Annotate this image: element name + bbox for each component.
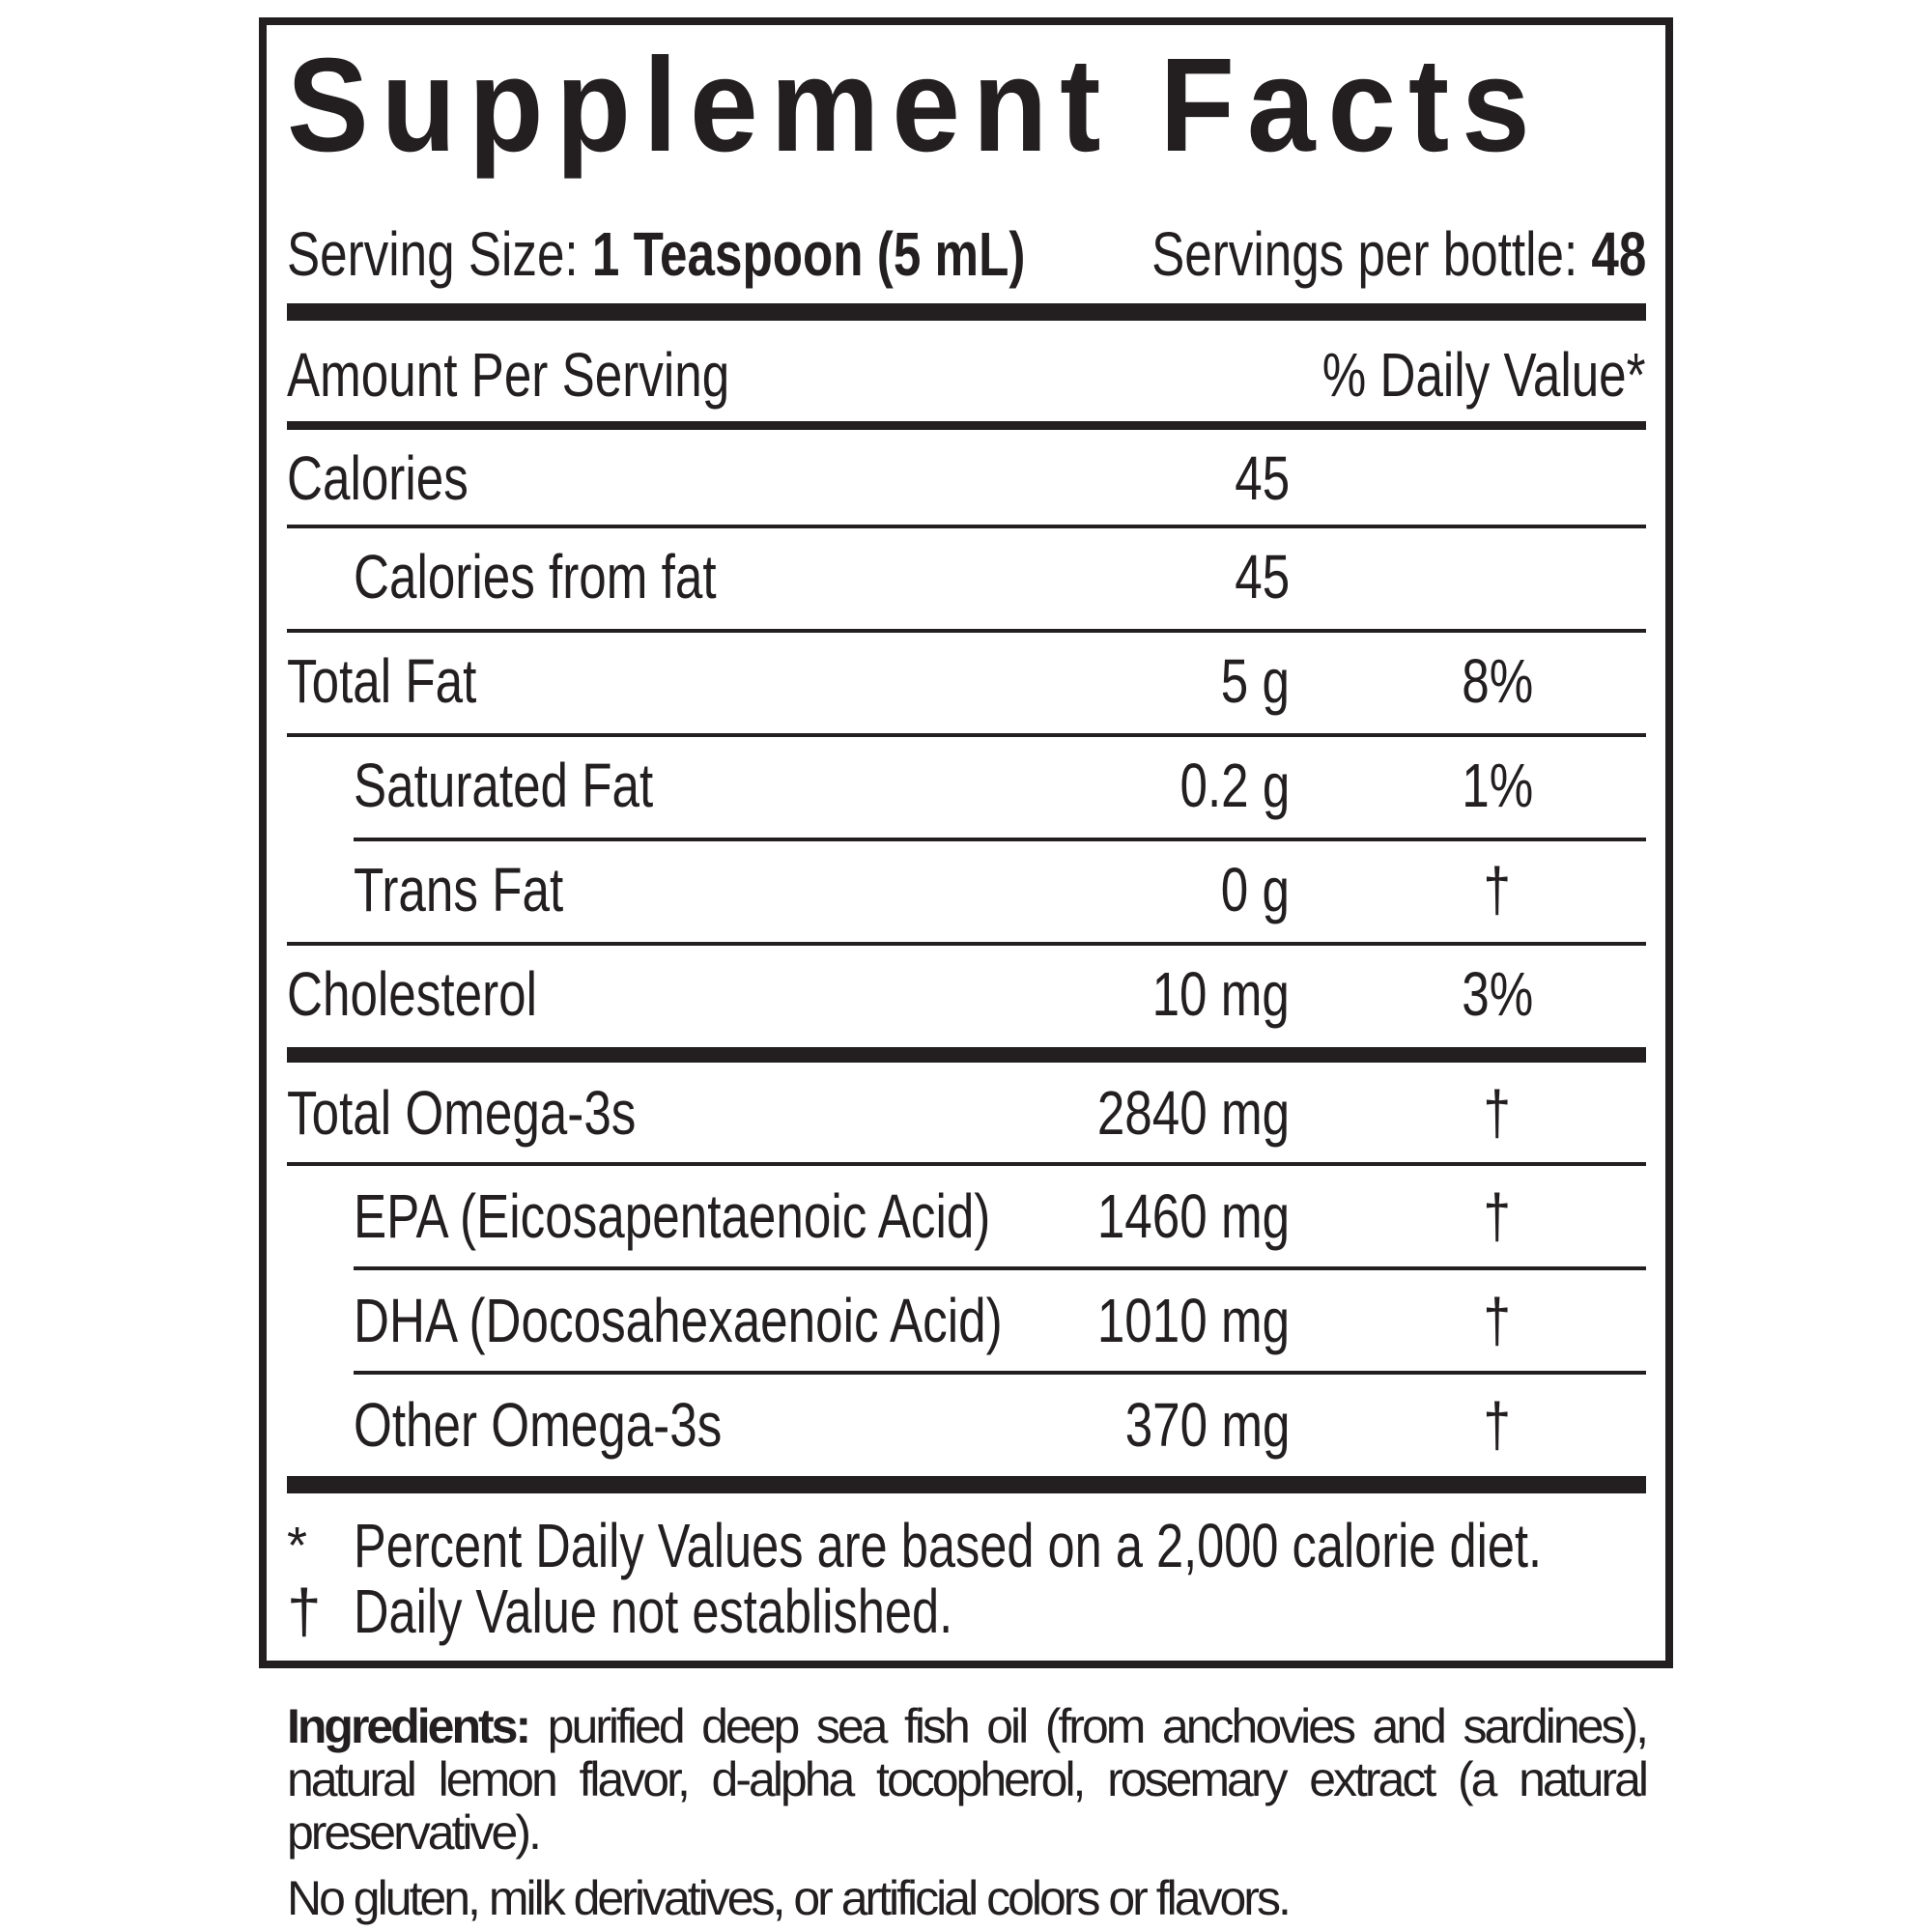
nutrient-row: Total Fat 5 g 8%	[287, 633, 1646, 729]
nutrient-dv: 3%	[1462, 959, 1533, 1029]
nutrient-amount: 1460 mg	[1096, 1181, 1290, 1251]
nutrient-name: EPA (Eicosapentaenoic Acid)	[354, 1181, 991, 1251]
nutrient-row: DHA (Docosahexaenoic Acid) 1010 mg †	[287, 1270, 1646, 1371]
asterisk-symbol: *	[287, 1517, 308, 1575]
nutrient-name: Trans Fat	[354, 855, 564, 924]
divider	[287, 942, 1646, 946]
divider	[287, 1162, 1646, 1166]
nutrient-row: Saturated Fat 0.2 g 1%	[287, 737, 1646, 834]
nutrient-name: Total Fat	[287, 646, 477, 716]
free-from-statement: No gluten, milk derivatives, or artifici…	[287, 1871, 1292, 1925]
nutrient-name: Other Omega-3s	[354, 1390, 723, 1460]
serving-size-value: 1 Teaspoon (5 mL)	[591, 219, 1026, 289]
dagger-symbol: †	[1483, 1181, 1512, 1251]
daily-value-label: % Daily Value*	[1322, 340, 1646, 410]
nutrient-name: DHA (Docosahexaenoic Acid)	[354, 1286, 1003, 1355]
nutrient-row: Cholesterol 10 mg 3%	[287, 946, 1646, 1042]
servings-per-container-label: Servings per bottle:	[1151, 219, 1577, 289]
divider	[287, 733, 1646, 737]
dagger-symbol: †	[1483, 855, 1512, 924]
nutrient-amount: 5 g	[1220, 646, 1290, 716]
ingredients-text: purified deep sea fish oil (from anchovi…	[287, 1699, 1649, 1860]
nutrient-name: Cholesterol	[287, 959, 537, 1029]
serving-size: Serving Size: 1 Teaspoon (5 mL)	[287, 220, 1210, 288]
nutrient-amount: 0 g	[1220, 855, 1290, 924]
nutrient-dv: 8%	[1462, 646, 1533, 716]
footnote-text: Percent Daily Values are based on a 2,00…	[354, 1511, 1543, 1580]
thick-divider	[287, 303, 1646, 321]
nutrient-row: Calories 45	[287, 430, 1646, 526]
nutrient-row: EPA (Eicosapentaenoic Acid) 1460 mg †	[287, 1166, 1646, 1266]
nutrient-amount: 370 mg	[1124, 1390, 1290, 1460]
supplement-facts-panel	[259, 17, 1673, 1668]
nutrient-amount: 0.2 g	[1179, 751, 1290, 820]
nutrient-name: Calories from fat	[354, 542, 717, 611]
dagger-symbol: †	[1483, 1286, 1512, 1355]
nutrient-dv: 1%	[1462, 751, 1533, 820]
dagger-symbol: †	[1483, 1390, 1512, 1460]
divider	[354, 1371, 1646, 1375]
thick-divider	[287, 1047, 1646, 1063]
nutrient-amount: 45	[1235, 443, 1290, 513]
amount-per-serving-label: Amount Per Serving	[287, 340, 730, 410]
panel-title-text: Supplement Facts	[287, 31, 1543, 180]
servings-per-container: Servings per bottle: 48	[1028, 220, 1646, 288]
ingredients-label: Ingredients:	[287, 1699, 531, 1753]
dagger-symbol: †	[1483, 1078, 1512, 1148]
servings-per-container-value: 48	[1591, 219, 1646, 289]
divider	[287, 421, 1646, 430]
ingredients: Ingredients: purified deep sea fish oil …	[287, 1699, 1649, 1860]
nutrient-amount: 1010 mg	[1096, 1286, 1290, 1355]
nutrient-row: Other Omega-3s 370 mg †	[287, 1375, 1646, 1475]
nutrient-name: Saturated Fat	[354, 751, 654, 820]
divider	[354, 1266, 1646, 1270]
nutrient-amount: 2840 mg	[1096, 1078, 1290, 1148]
nutrient-row: Calories from fat 45	[287, 528, 1646, 625]
footnote-text: Daily Value not established.	[354, 1577, 953, 1646]
header-row: Amount Per Serving % Daily Value*	[287, 328, 1646, 421]
divider	[287, 525, 1646, 528]
serving-size-label: Serving Size:	[287, 219, 579, 289]
panel-title: Supplement Facts	[287, 39, 1652, 172]
nutrient-row: Total Omega-3s 2840 mg †	[287, 1063, 1646, 1163]
thick-divider	[287, 1476, 1646, 1493]
dagger-symbol: †	[287, 1577, 322, 1646]
nutrient-name: Calories	[287, 443, 469, 513]
nutrient-amount: 45	[1235, 542, 1290, 611]
nutrient-name: Total Omega-3s	[287, 1078, 637, 1148]
nutrient-amount: 10 mg	[1151, 959, 1290, 1029]
divider	[287, 629, 1646, 633]
nutrient-row: Trans Fat 0 g †	[287, 841, 1646, 938]
divider	[354, 838, 1646, 841]
